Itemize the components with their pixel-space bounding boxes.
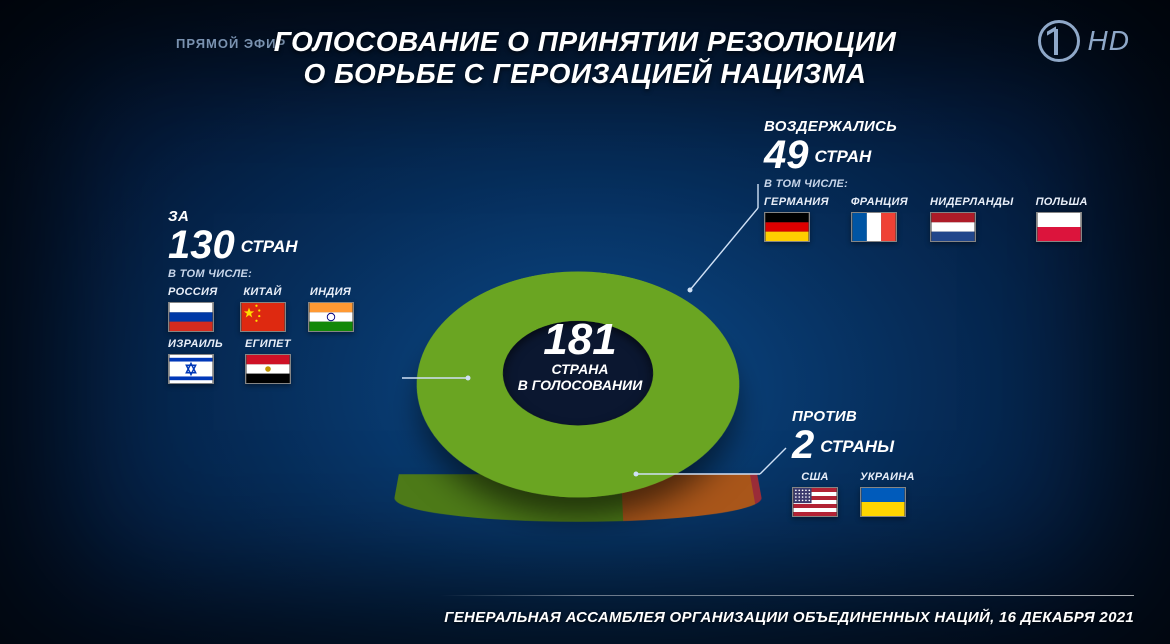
flag-france-icon — [851, 212, 897, 242]
footer-source: ГЕНЕРАЛЬНАЯ АССАМБЛЕЯ ОРГАНИЗАЦИИ ОБЪЕДИ… — [444, 609, 1134, 626]
flag-israel-icon — [168, 354, 214, 384]
group-abstain: ВОЗДЕРЖАЛИСЬ 49 СТРАН В ТОМ ЧИСЛЕ: ГЕРМАН… — [764, 118, 1088, 242]
country-israel: ИЗРАИЛЬ — [168, 338, 223, 384]
group-including: В ТОМ ЧИСЛЕ: — [168, 268, 354, 280]
donut-center-label: 181 СТРАНА В ГОЛОСОВАНИИ — [500, 320, 660, 393]
center-total: 181 — [500, 320, 660, 360]
country-label: РОССИЯ — [168, 286, 218, 298]
flag-china-icon — [240, 302, 286, 332]
footer-rule — [440, 595, 1134, 596]
flag-russia-icon — [168, 302, 214, 332]
country-label: ЕГИПЕТ — [245, 338, 291, 350]
flag-row: ИЗРАИЛЬ ЕГИПЕТ — [168, 338, 354, 384]
flag-ukraine-icon — [860, 487, 906, 517]
country-label: ГЕРМАНИЯ — [764, 196, 829, 208]
flag-usa-icon — [792, 487, 838, 517]
country-label: США — [792, 471, 838, 483]
country-egypt: ЕГИПЕТ — [245, 338, 291, 384]
flag-row: США УКРАИНА — [792, 471, 915, 517]
country-label: ПОЛЬША — [1036, 196, 1088, 208]
flag-germany-icon — [764, 212, 810, 242]
country-label: ИЗРАИЛЬ — [168, 338, 223, 350]
country-france: ФРАНЦИЯ — [851, 196, 908, 242]
country-china: КИТАЙ — [240, 286, 286, 332]
flag-poland-icon — [1036, 212, 1082, 242]
group-for: ЗА 130СТРАН В ТОМ ЧИСЛЕ: РОССИЯ КИТАЙ ИН… — [168, 208, 354, 384]
flag-row: РОССИЯ КИТАЙ ИНДИЯ — [168, 286, 354, 332]
group-including: В ТОМ ЧИСЛЕ: — [764, 178, 1088, 190]
flag-india-icon — [308, 302, 354, 332]
flag-egypt-icon — [245, 354, 291, 384]
country-netherlands: НИДЕРЛАНДЫ — [930, 196, 1014, 242]
country-india: ИНДИЯ — [308, 286, 354, 332]
country-russia: РОССИЯ — [168, 286, 218, 332]
group-against: ПРОТИВ 2СТРАНЫ США УКРАИНА — [792, 408, 915, 517]
group-count: 49 — [764, 135, 809, 175]
group-count: 130 — [168, 225, 235, 265]
country-ukraine: УКРАИНА — [860, 471, 915, 517]
country-label: УКРАИНА — [860, 471, 915, 483]
group-label: ВОЗДЕРЖАЛИСЬ — [764, 118, 1088, 135]
headline: ГОЛОСОВАНИЕ О ПРИНЯТИИ РЕЗОЛЮЦИИ О БОРЬБ… — [0, 26, 1170, 90]
center-text-1: СТРАНА — [500, 362, 660, 377]
group-count: 2 — [792, 425, 814, 465]
headline-line2: О БОРЬБЕ С ГЕРОИЗАЦИЕЙ НАЦИЗМА — [0, 58, 1170, 90]
flag-netherlands-icon — [930, 212, 976, 242]
center-text-2: В ГОЛОСОВАНИИ — [500, 378, 660, 393]
country-label: ФРАНЦИЯ — [851, 196, 908, 208]
country-label: КИТАЙ — [240, 286, 286, 298]
group-unit: СТРАНЫ — [820, 437, 894, 456]
country-label: НИДЕРЛАНДЫ — [930, 196, 1014, 208]
group-unit: СТРАН — [241, 237, 298, 256]
country-poland: ПОЛЬША — [1036, 196, 1088, 242]
headline-line1: ГОЛОСОВАНИЕ О ПРИНЯТИИ РЕЗОЛЮЦИИ — [0, 26, 1170, 58]
country-label: ИНДИЯ — [308, 286, 354, 298]
group-unit: СТРАН — [815, 147, 872, 166]
country-usa: США — [792, 471, 838, 517]
country-germany: ГЕРМАНИЯ — [764, 196, 829, 242]
flag-row: ГЕРМАНИЯ ФРАНЦИЯ НИДЕРЛАНДЫ ПОЛЬША — [764, 196, 1088, 242]
